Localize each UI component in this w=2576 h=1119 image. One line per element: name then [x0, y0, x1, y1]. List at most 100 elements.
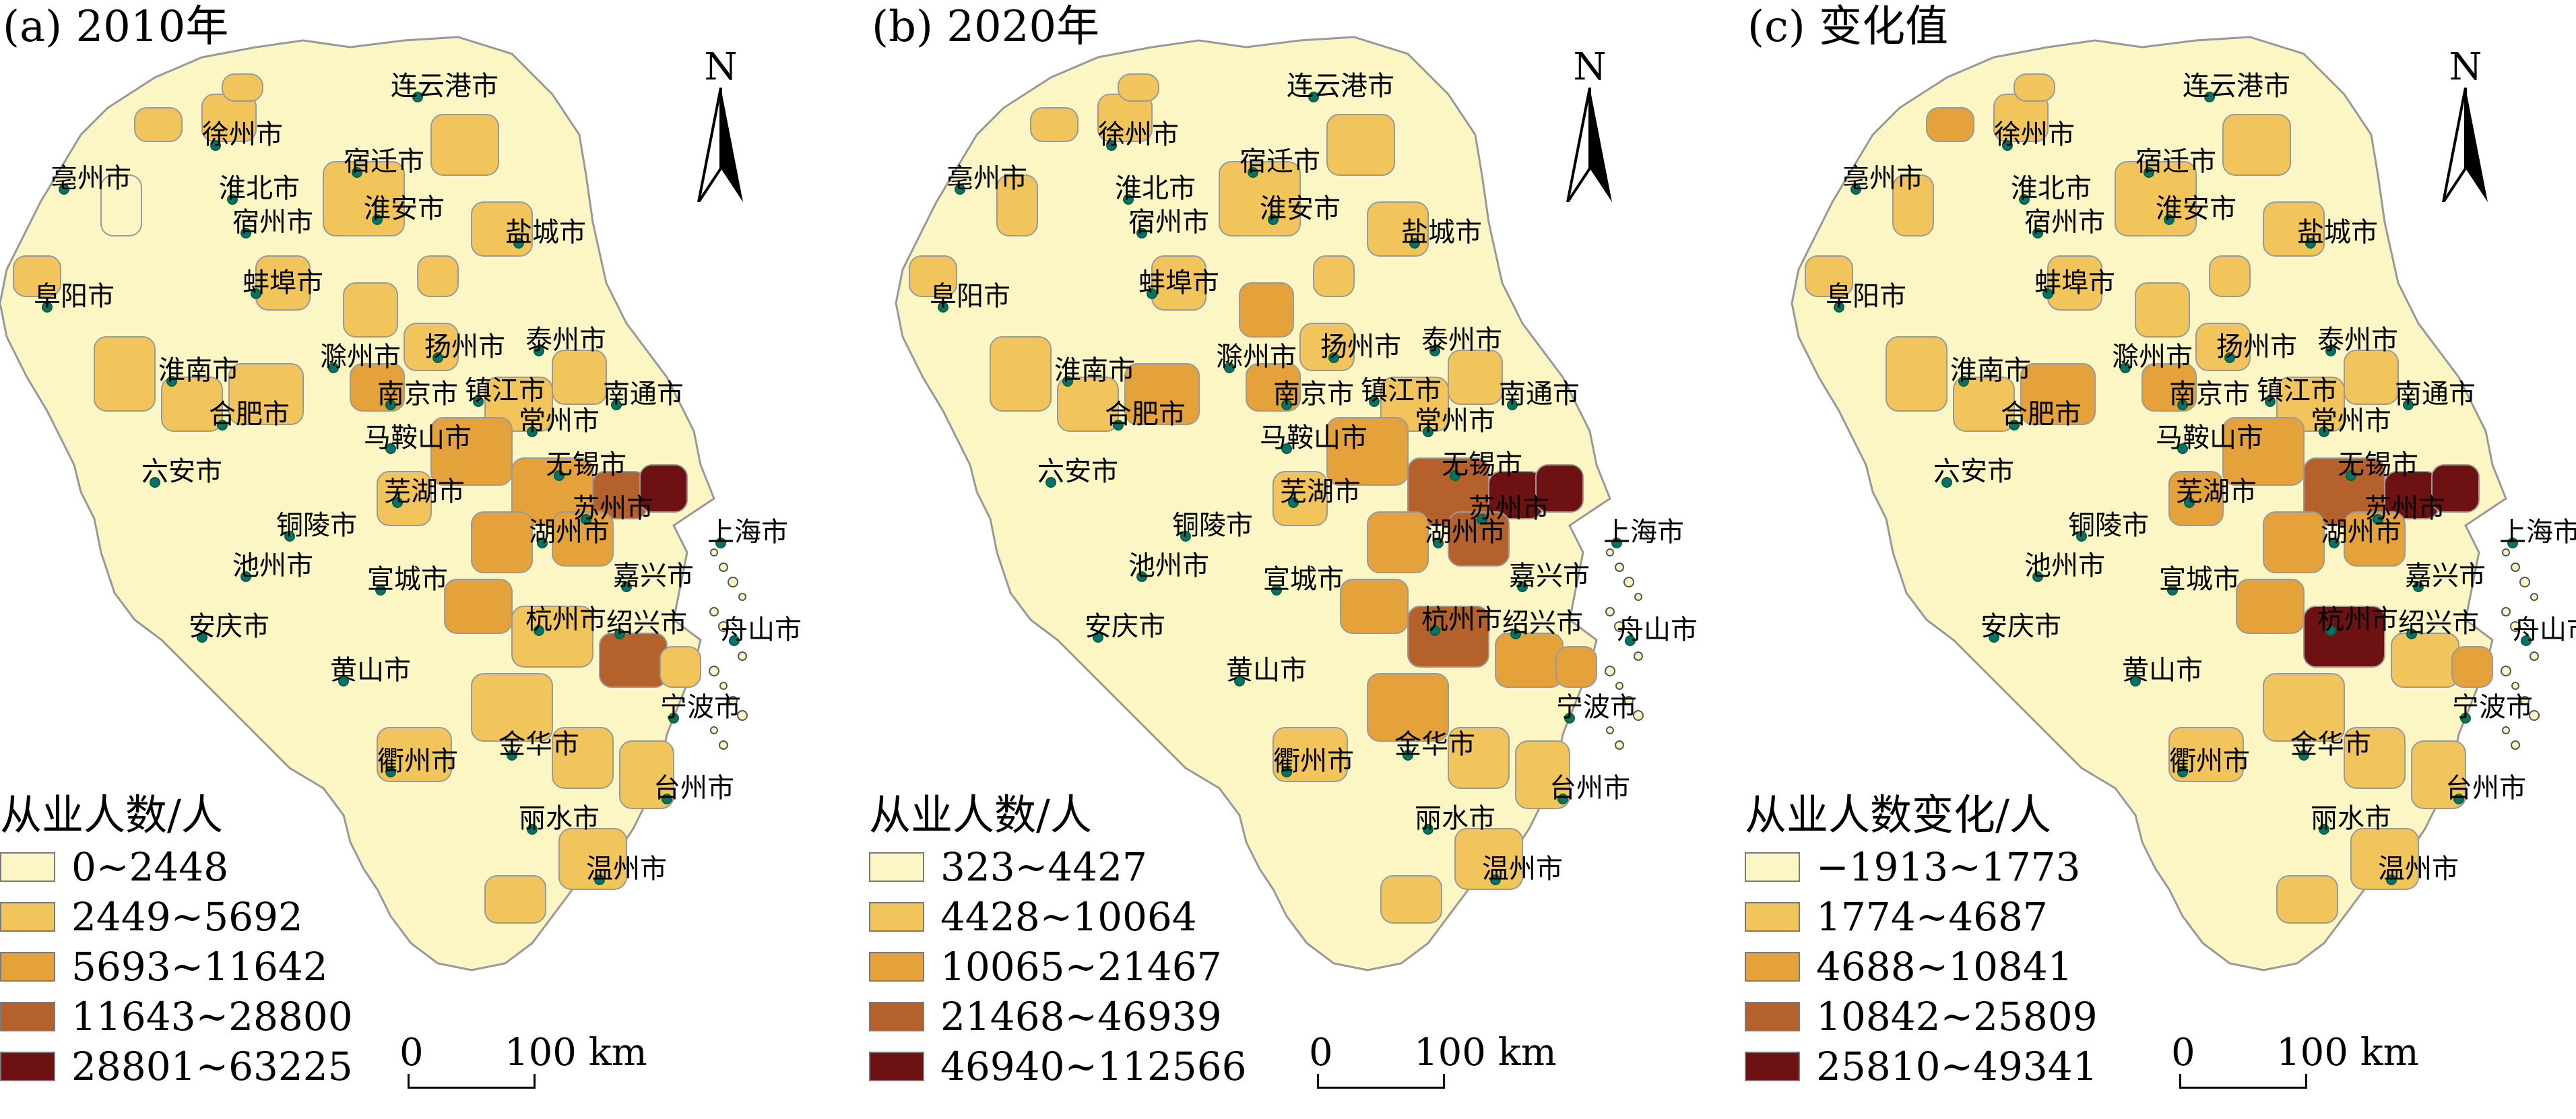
district-patch — [1057, 377, 1119, 432]
city-label-wenzhou: 温州市 — [2378, 854, 2459, 885]
island — [1634, 593, 1642, 601]
city-dot — [2177, 767, 2188, 777]
district-patch — [1367, 673, 1449, 742]
city-dot — [2325, 346, 2336, 356]
city-dot — [227, 194, 238, 205]
city-dot — [2521, 635, 2532, 646]
legend-swatch — [1745, 952, 1800, 982]
north-arrow: N — [690, 47, 751, 205]
island — [718, 621, 729, 632]
city-label-zhoushan: 舟山市 — [1617, 614, 1698, 645]
district-patch — [13, 255, 61, 297]
district-patch — [990, 336, 1052, 412]
legend-item: 0~2448 — [0, 842, 353, 892]
city-label-suzhou_js: 苏州市 — [573, 493, 653, 524]
district-patch — [599, 633, 668, 688]
city-dot — [150, 477, 160, 488]
city-label-jinhua: 金华市 — [2290, 729, 2371, 760]
city-label-wenzhou: 温州市 — [586, 854, 667, 885]
legend-item: 5693~11642 — [0, 942, 353, 992]
district-patch — [343, 282, 398, 338]
city-dot — [507, 750, 517, 761]
district-patch — [659, 646, 701, 688]
city-label-zhenjiang: 镇江市 — [2257, 375, 2338, 406]
legend-label: 10065~21467 — [940, 944, 1222, 990]
city-dot — [1062, 376, 1073, 387]
city-dot — [1268, 214, 1279, 225]
city-dot — [1429, 625, 1440, 636]
district-patch — [2451, 646, 2493, 688]
district-patch — [2276, 875, 2338, 924]
island — [2511, 740, 2520, 750]
island — [709, 607, 719, 616]
city-label-liuan: 六安市 — [1037, 456, 1118, 487]
district-patch — [134, 107, 183, 142]
city-dot — [1147, 288, 1157, 299]
city-dot — [432, 352, 443, 363]
district-patch — [552, 511, 614, 567]
city-dot — [1941, 477, 1952, 488]
city-label-jiaxing: 嘉兴市 — [1509, 561, 1590, 592]
district-patch — [2263, 511, 2325, 573]
city-dot — [2002, 140, 2013, 151]
island — [737, 710, 748, 721]
city-label-ningbo: 宁波市 — [1556, 692, 1637, 723]
island — [1606, 548, 1614, 556]
district-patch — [430, 114, 499, 176]
city-label-wuhu: 芜湖市 — [1280, 476, 1361, 507]
island — [2520, 696, 2530, 705]
city-label-taizhou_js: 泰州市 — [2317, 325, 2398, 356]
city-dot — [955, 184, 965, 195]
district-patch — [1495, 633, 1564, 688]
city-label-shaoxing: 绍兴市 — [606, 608, 687, 639]
district-patch — [255, 255, 311, 311]
city-label-wuxi: 无锡市 — [546, 449, 626, 480]
scale-zero: 0 — [399, 1031, 424, 1075]
city-dot — [2460, 713, 2471, 724]
island — [719, 682, 728, 690]
city-label-lishui: 丽水市 — [2311, 803, 2391, 834]
city-dot — [1234, 676, 1245, 686]
island — [738, 593, 746, 601]
city-label-xuancheng: 宣城市 — [367, 564, 448, 595]
city-label-liuan: 六安市 — [141, 456, 222, 487]
district-patch — [1555, 646, 1597, 688]
scale-bar: 0 100 km — [1309, 1031, 1557, 1089]
north-arrow-icon — [2442, 87, 2488, 203]
city-dot — [1423, 426, 1434, 437]
city-label-chuzhou: 滁州市 — [320, 342, 401, 373]
city-label-lishui: 丽水市 — [519, 803, 600, 834]
city-label-liuan: 六安市 — [1933, 456, 2014, 487]
map-panel-a: (a) 2010年 N 从业人数/人 0~2448 2449~5692 5693… — [0, 0, 862, 1119]
city-dot — [385, 399, 396, 410]
city-dot — [1625, 635, 1636, 646]
city-label-changzhou: 常州市 — [519, 406, 600, 437]
legend-label: 1774~4687 — [1816, 894, 2048, 940]
city-label-suqian: 宿迁市 — [2135, 146, 2216, 177]
legend-item: 1774~4687 — [1745, 892, 2098, 942]
legend-item: 4428~10064 — [869, 892, 1247, 942]
legend: 从业人数/人 0~2448 2449~5692 5693~11642 11643… — [0, 788, 353, 1091]
city-label-changzhou: 常州市 — [1415, 406, 1495, 437]
city-label-bozhou: 亳州市 — [1842, 163, 1923, 194]
island — [738, 651, 747, 661]
city-dot — [668, 713, 679, 724]
city-dot — [1369, 396, 1380, 407]
city-dot — [2325, 625, 2336, 636]
city-dot — [1093, 632, 1103, 643]
scale-distance: 100 km — [1414, 1031, 1557, 1075]
island — [1615, 740, 1624, 750]
city-dot — [328, 362, 339, 373]
city-label-zhoushan: 舟山市 — [721, 614, 802, 645]
city-label-nantong: 南通市 — [603, 379, 684, 410]
city-dot — [1557, 794, 1568, 804]
city-label-chizhou: 池州市 — [1128, 550, 1209, 581]
district-patch — [1892, 174, 1934, 236]
legend-label: 46940~112566 — [940, 1044, 1247, 1089]
city-dot — [2130, 676, 2141, 686]
district-patch — [1124, 363, 1200, 425]
district-patch — [2391, 633, 2459, 688]
city-label-fuyang: 阜阳市 — [930, 281, 1010, 312]
city-label-hangzhou: 杭州市 — [1421, 604, 1502, 635]
legend-item: 46940~112566 — [869, 1042, 1247, 1091]
